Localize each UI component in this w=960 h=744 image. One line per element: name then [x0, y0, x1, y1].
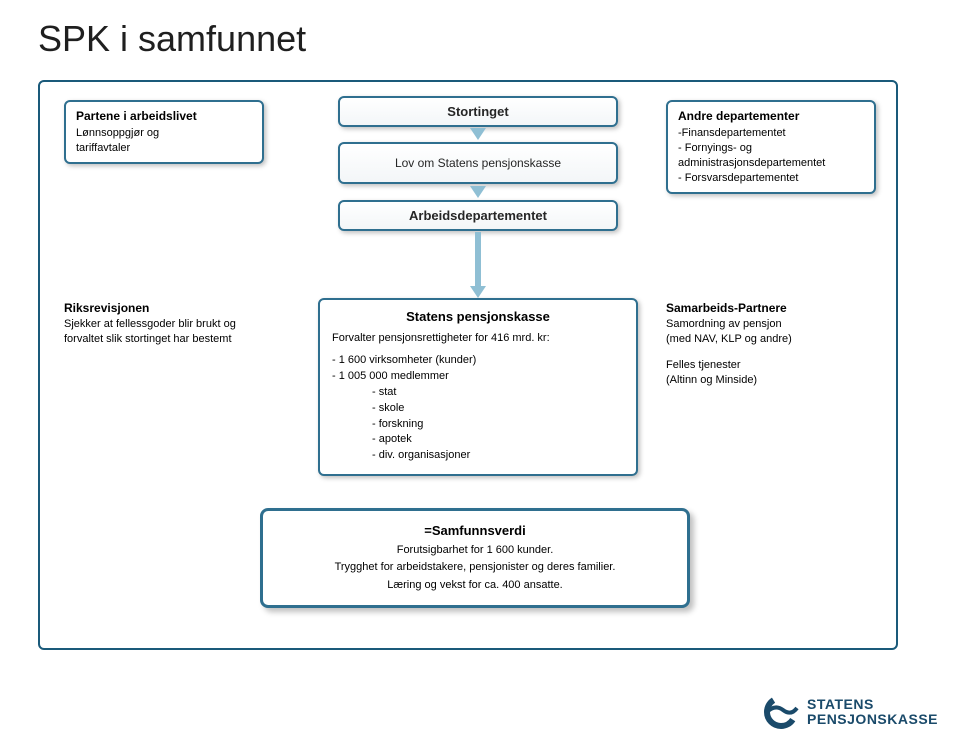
andre-line1: -Finansdepartementet: [678, 126, 864, 141]
spk-b1: - 1 600 virksomheter (kunder): [332, 353, 624, 369]
andre-line3: administrasjonsdepartementet: [678, 156, 864, 171]
bottom-line2: Trygghet for arbeidstakere, pensjonister…: [279, 559, 671, 577]
spk-s4: - apotek: [372, 432, 624, 448]
andre-title: Andre departementer: [678, 108, 864, 124]
bottom-line1: Forutsigbarhet for 1 600 kunder.: [279, 542, 671, 560]
box-arbeidsdep: Arbeidsdepartementet: [338, 200, 618, 231]
bottom-title: =Samfunnsverdi: [279, 521, 671, 542]
partene-line2: tariffavtaler: [76, 141, 252, 156]
logo-text: STATENS PENSJONSKASSE: [807, 697, 938, 726]
sam-title: Samarbeids-Partnere: [666, 300, 876, 317]
riksrevisjonen: Riksrevisjonen Sjekker at fellessgoder b…: [64, 300, 264, 348]
logo-mark-icon: [763, 694, 799, 730]
spk-s2: - skole: [372, 401, 624, 417]
logo-line2: PENSJONSKASSE: [807, 712, 938, 727]
box-spk: Statens pensjonskasse Forvalter pensjons…: [318, 298, 638, 476]
box-stortinget: Stortinget: [338, 96, 618, 127]
spk-s5: - div. organisasjoner: [372, 448, 624, 464]
spk-line1: Forvalter pensjonsrettigheter for 416 mr…: [332, 331, 624, 347]
logo-line1: STATENS: [807, 697, 938, 712]
box-lov: Lov om Statens pensjonskasse: [338, 142, 618, 184]
box-samfunnsverdi: =Samfunnsverdi Forutsigbarhet for 1 600 …: [260, 508, 690, 608]
box-partene: Partene i arbeidslivet Lønnsoppgjør og t…: [64, 100, 264, 164]
partene-title: Partene i arbeidslivet: [76, 108, 252, 124]
riks-title: Riksrevisjonen: [64, 300, 264, 317]
spk-b2: - 1 005 000 medlemmer: [332, 369, 624, 385]
spk-s3: - forskning: [372, 417, 624, 433]
arrow-icon: [470, 286, 486, 298]
riks-body: Sjekker at fellessgoder blir brukt og fo…: [64, 317, 264, 348]
slide-title: SPK i samfunnet: [38, 18, 306, 60]
sam-line1: Samordning av pensjon: [666, 317, 876, 332]
partene-line1: Lønnsoppgjør og: [76, 126, 252, 141]
box-andre-dep: Andre departementer -Finansdepartementet…: [666, 100, 876, 194]
sam-line2: (med NAV, KLP og andre): [666, 332, 876, 347]
arrow-stem: [475, 232, 481, 286]
sam-line3: Felles tjenester: [666, 358, 876, 373]
andre-line4: - Forsvarsdepartementet: [678, 171, 864, 186]
arrow-icon: [470, 186, 486, 198]
spk-title: Statens pensjonskasse: [332, 308, 624, 327]
logo: STATENS PENSJONSKASSE: [763, 694, 938, 730]
samarbeidspartnere: Samarbeids-Partnere Samordning av pensjo…: [666, 300, 876, 388]
arrow-icon: [470, 128, 486, 140]
bottom-line3: Læring og vekst for ca. 400 ansatte.: [279, 577, 671, 595]
spk-s1: - stat: [372, 385, 624, 401]
sam-line4: (Altinn og Minside): [666, 373, 876, 388]
andre-line2: - Fornyings- og: [678, 141, 864, 156]
